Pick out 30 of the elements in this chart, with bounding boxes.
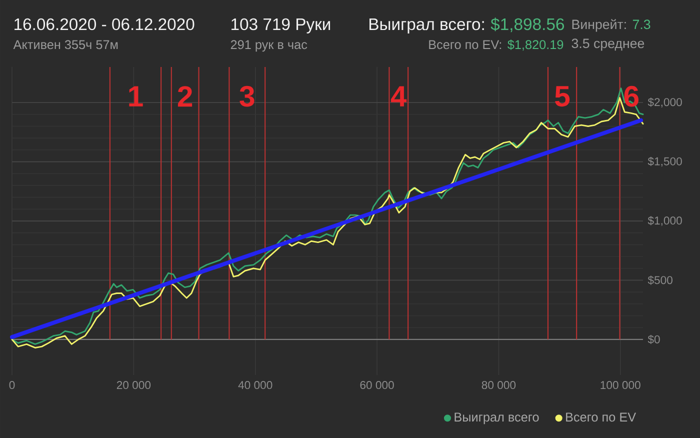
x-tick-label: 40 000 [238,381,272,390]
y-tick-label: $1,000 [648,216,682,226]
annotation: 4 [390,86,407,106]
x-tick-label: 80 000 [482,381,516,390]
x-tick-label: 0 [9,381,15,390]
text: 7.3 [632,20,650,30]
annotation: 1 [129,86,143,106]
text: 3.5 среднее [572,38,644,51]
chart-subtitle: Активен 355ч 57м [13,40,118,50]
text: Выиграл всего: [369,18,484,34]
annotation: 2 [178,86,192,107]
x-tick-label: 60 000 [360,381,394,390]
text: 291 рук в час [230,40,308,52]
text: $1,898.56 [490,18,564,32]
legend-label: Всего по EV [566,412,636,422]
annotation: 6 [624,86,638,107]
annotation: 5 [555,86,570,107]
y-tick-label: $0 [648,334,660,344]
chart-title: 16.06.2020 - 06.12.2020 [14,18,194,30]
text: $1,820.19 [508,40,564,51]
text: 103 719 Руки [232,18,330,34]
x-tick-label: 20 000 [116,381,151,390]
text: Винрейт: [572,19,626,32]
text: Всего по EV: [429,40,502,50]
x-tick-label: 100 000 [600,381,640,390]
y-tick-label: $2,000 [648,98,682,108]
y-tick-label: $500 [648,276,672,285]
annotation: 3 [240,86,254,107]
legend-label: Выиграл всего [454,412,539,424]
y-tick-label: $1,500 [648,156,682,167]
